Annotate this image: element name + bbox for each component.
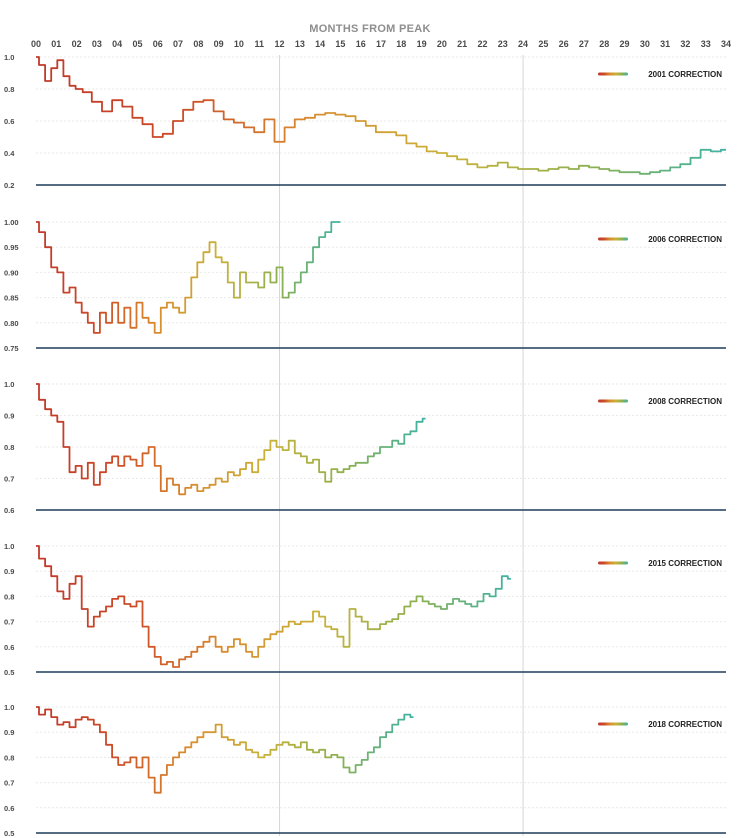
x-tick-label: 23 <box>498 39 508 49</box>
series-line <box>36 383 426 496</box>
x-tick-label: 27 <box>579 39 589 49</box>
x-tick-label: 03 <box>92 39 102 49</box>
legend-label: 2015 CORRECTION <box>648 559 722 568</box>
x-tick-label: 33 <box>701 39 711 49</box>
x-tick-label: 18 <box>396 39 406 49</box>
y-tick-label: 0.80 <box>4 319 19 328</box>
legend-label: 2006 CORRECTION <box>648 235 722 244</box>
legend-label: 2018 CORRECTION <box>648 720 722 729</box>
y-tick-label: 0.7 <box>4 779 14 788</box>
series-line <box>36 545 511 668</box>
y-tick-label: 0.7 <box>4 475 14 484</box>
x-tick-label: 11 <box>254 39 264 49</box>
panels: 1.0 0.8 0.6 0.4 0.2 2001 CORRECTION 1.00 0.95 0.… <box>4 53 726 838</box>
x-tick-label: 31 <box>660 39 670 49</box>
y-tick-label: 0.95 <box>4 243 19 252</box>
x-tick-label: 04 <box>112 39 122 49</box>
x-tick-label: 21 <box>457 39 467 49</box>
x-tick-label: 13 <box>295 39 305 49</box>
y-tick-label: 0.9 <box>4 412 14 421</box>
y-tick-label: 0.75 <box>4 344 19 353</box>
y-tick-label: 0.5 <box>4 829 14 838</box>
y-tick-label: 0.4 <box>4 149 15 158</box>
legend-swatch <box>598 237 628 241</box>
x-tick-label: 09 <box>214 39 224 49</box>
x-tick-label: 14 <box>315 39 325 49</box>
y-tick-label: 0.6 <box>4 804 14 813</box>
y-tick-label: 1.0 <box>4 703 14 712</box>
panel-0: 1.0 0.8 0.6 0.4 0.2 2001 CORRECTION <box>4 53 726 190</box>
y-tick-label: 1.0 <box>4 542 14 551</box>
y-tick-label: 0.5 <box>4 668 14 677</box>
y-tick-label: 0.2 <box>4 181 14 190</box>
series-line <box>36 706 414 794</box>
y-tick-label: 0.8 <box>4 753 14 762</box>
x-tick-label: 32 <box>680 39 690 49</box>
y-tick-label: 0.6 <box>4 643 14 652</box>
x-tick-label: 15 <box>335 39 345 49</box>
x-tick-label: 08 <box>193 39 203 49</box>
legend-label: 2008 CORRECTION <box>648 397 722 406</box>
x-tick-label: 01 <box>51 39 61 49</box>
x-tick-label: 05 <box>132 39 142 49</box>
y-tick-label: 1.0 <box>4 53 14 62</box>
y-tick-label: 0.8 <box>4 592 14 601</box>
y-tick-label: 0.6 <box>4 117 14 126</box>
x-tick-label: 17 <box>376 39 386 49</box>
y-tick-label: 0.8 <box>4 85 14 94</box>
x-tick-label: 25 <box>538 39 548 49</box>
y-tick-label: 0.7 <box>4 618 14 627</box>
legend-swatch <box>598 722 628 726</box>
legend-swatch <box>598 399 628 403</box>
x-tick-label: 34 <box>721 39 731 49</box>
x-axis-ticks: 00 01 02 03 04 05 06 07 08 09 10 11 12 13 14 15 16 17 18 19… <box>31 39 731 49</box>
x-tick-label: 00 <box>31 39 41 49</box>
y-tick-label: 0.90 <box>4 268 19 277</box>
x-tick-label: 20 <box>437 39 447 49</box>
series-line <box>36 56 726 175</box>
x-tick-label: 28 <box>599 39 609 49</box>
panel-2: 1.0 0.9 0.8 0.7 0.6 2008 CORRECTION <box>4 380 726 515</box>
x-tick-label: 06 <box>153 39 163 49</box>
x-tick-label: 12 <box>275 39 285 49</box>
x-tick-label: 10 <box>234 39 244 49</box>
x-tick-label: 22 <box>477 39 487 49</box>
y-tick-label: 0.6 <box>4 506 14 515</box>
x-tick-label: 24 <box>518 39 528 49</box>
panel-1: 1.00 0.95 0.90 0.85 0.80 0.75 2006 CORRECTION <box>4 218 726 353</box>
chart-title: MONTHS FROM PEAK <box>309 23 431 35</box>
panel-4: 1.0 0.9 0.8 0.7 0.6 0.5 2018 CORRECTION <box>4 703 726 838</box>
legend-swatch <box>598 72 628 76</box>
x-tick-label: 29 <box>620 39 630 49</box>
panel-3: 1.0 0.9 0.8 0.7 0.6 0.5 2015 CORRECTION <box>4 542 726 677</box>
x-tick-label: 26 <box>559 39 569 49</box>
x-tick-label: 16 <box>356 39 366 49</box>
x-tick-label: 02 <box>72 39 82 49</box>
y-tick-label: 1.00 <box>4 218 19 227</box>
x-tick-label: 30 <box>640 39 650 49</box>
y-tick-label: 1.0 <box>4 380 14 389</box>
y-tick-label: 0.9 <box>4 567 14 576</box>
legend-swatch <box>598 561 628 565</box>
y-tick-label: 0.8 <box>4 443 14 452</box>
y-tick-label: 0.85 <box>4 294 19 303</box>
x-tick-label: 07 <box>173 39 183 49</box>
legend-label: 2001 CORRECTION <box>648 70 722 79</box>
y-tick-label: 0.9 <box>4 728 14 737</box>
x-tick-label: 19 <box>417 39 427 49</box>
series-line <box>36 221 341 334</box>
